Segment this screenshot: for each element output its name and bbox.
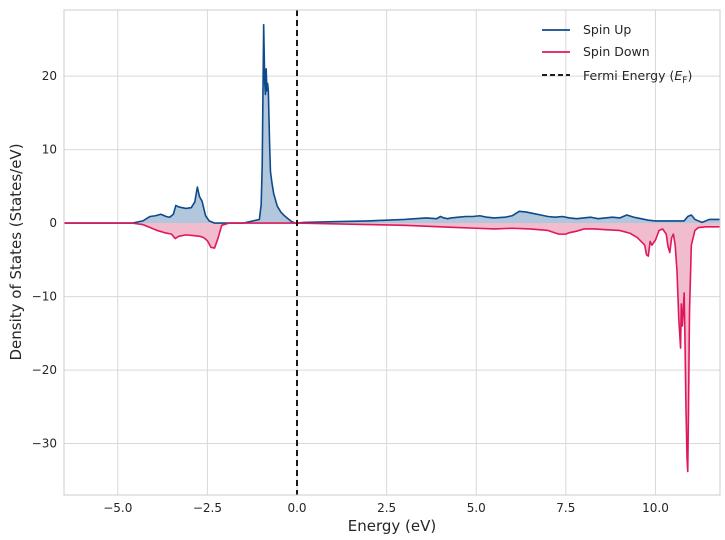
x-axis-label: Energy (eV) <box>348 517 436 535</box>
line-spin-up <box>64 23 720 224</box>
x-tick-label: 5.0 <box>467 501 486 515</box>
legend-label-spin-up: Spin Up <box>583 22 631 37</box>
legend-label-fermi: Fermi Energy (EF) <box>583 68 692 86</box>
x-tick-labels: −5.0 −2.5 0.0 2.5 5.0 7.5 10.0 <box>103 501 669 515</box>
y-tick-label: 0 <box>49 216 57 230</box>
plot-background <box>64 10 720 495</box>
x-tick-label: −5.0 <box>103 501 132 515</box>
series-lines <box>64 23 720 473</box>
legend-fermi-main: Fermi Energy ( <box>583 68 674 83</box>
line-spin-down <box>64 222 720 473</box>
y-tick-label: 10 <box>42 143 57 157</box>
legend-fermi-symbol: E <box>674 68 682 83</box>
legend-label-spin-down: Spin Down <box>583 44 650 59</box>
y-tick-labels: −30 −20 −10 0 10 20 <box>32 69 57 450</box>
legend: Spin Up Spin Down Fermi Energy (EF) <box>542 22 692 86</box>
x-tick-label: −2.5 <box>193 501 222 515</box>
y-axis-label: Density of States (States/eV) <box>7 143 25 360</box>
x-tick-label: 10.0 <box>642 501 669 515</box>
legend-fermi-end: ) <box>687 68 692 83</box>
y-tick-label: −10 <box>32 290 57 304</box>
legend-fermi-sub: F <box>682 76 687 86</box>
plot-frame <box>63 9 721 496</box>
x-tick-label: 7.5 <box>556 501 575 515</box>
x-tick-label: 2.5 <box>377 501 396 515</box>
y-tick-label: −30 <box>32 437 57 451</box>
y-tick-label: 20 <box>42 69 57 83</box>
y-tick-label: −20 <box>32 363 57 377</box>
x-tick-label: 0.0 <box>287 501 306 515</box>
